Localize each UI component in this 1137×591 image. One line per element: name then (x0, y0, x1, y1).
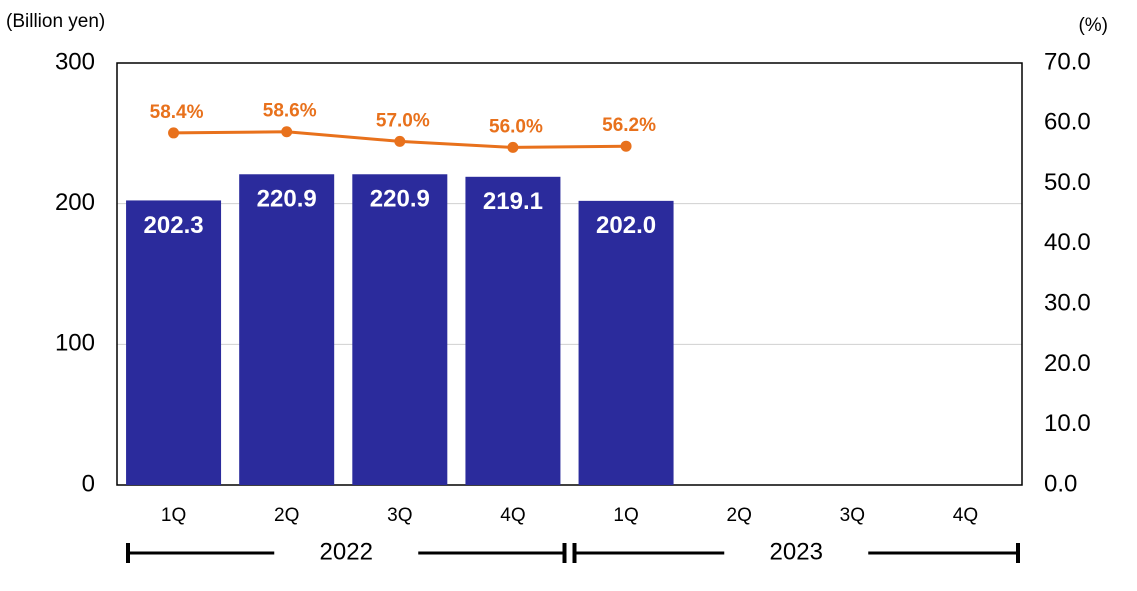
y2-tick-label: 10.0 (1044, 410, 1091, 437)
line-value-label: 58.4% (150, 102, 204, 123)
x-tick-label: 4Q (953, 505, 978, 526)
y2-tick-label: 70.0 (1044, 48, 1091, 75)
line-value-label: 56.2% (602, 115, 656, 136)
bar (239, 174, 335, 485)
bar (578, 200, 674, 485)
x-tick-label: 3Q (840, 505, 865, 526)
line-value-label: 57.0% (376, 110, 430, 131)
line-value-label: 58.6% (263, 101, 317, 122)
y2-tick-label: 40.0 (1044, 229, 1091, 256)
line-marker (168, 127, 180, 139)
y2-axis-label: (%) (1078, 15, 1108, 36)
line-marker (620, 140, 632, 152)
y2-tick-label: 30.0 (1044, 289, 1091, 316)
y2-tick-label: 60.0 (1044, 109, 1091, 136)
x-tick-label: 1Q (613, 505, 638, 526)
line-marker (281, 126, 293, 138)
bar (126, 200, 222, 485)
bar-value-label: 202.0 (596, 212, 656, 239)
line-marker (394, 135, 406, 147)
y2-tick-label: 50.0 (1044, 169, 1091, 196)
bar-value-label: 220.9 (370, 186, 430, 213)
plot-border (116, 62, 1023, 486)
bar-value-label: 219.1 (483, 188, 543, 215)
bar-value-label: 220.9 (257, 186, 317, 213)
y-axis-label: (Billion yen) (6, 11, 105, 32)
x-tick-label: 1Q (161, 505, 186, 526)
group-label: 2023 (770, 538, 823, 565)
y-tick-label: 100 (55, 330, 95, 357)
bar-value-label: 202.3 (144, 212, 204, 239)
line-value-label: 56.0% (489, 116, 543, 137)
x-tick-label: 2Q (274, 505, 299, 526)
y-tick-label: 0 (82, 470, 95, 497)
x-tick-label: 2Q (727, 505, 752, 526)
y2-tick-label: 0.0 (1044, 470, 1077, 497)
group-label: 2022 (320, 538, 373, 565)
y2-tick-label: 20.0 (1044, 350, 1091, 377)
x-tick-label: 3Q (387, 505, 412, 526)
x-tick-label: 4Q (500, 505, 525, 526)
y-tick-label: 300 (55, 48, 95, 75)
line-marker (507, 141, 519, 153)
y-tick-label: 200 (55, 189, 95, 216)
bar (352, 174, 448, 485)
bar (465, 176, 561, 486)
